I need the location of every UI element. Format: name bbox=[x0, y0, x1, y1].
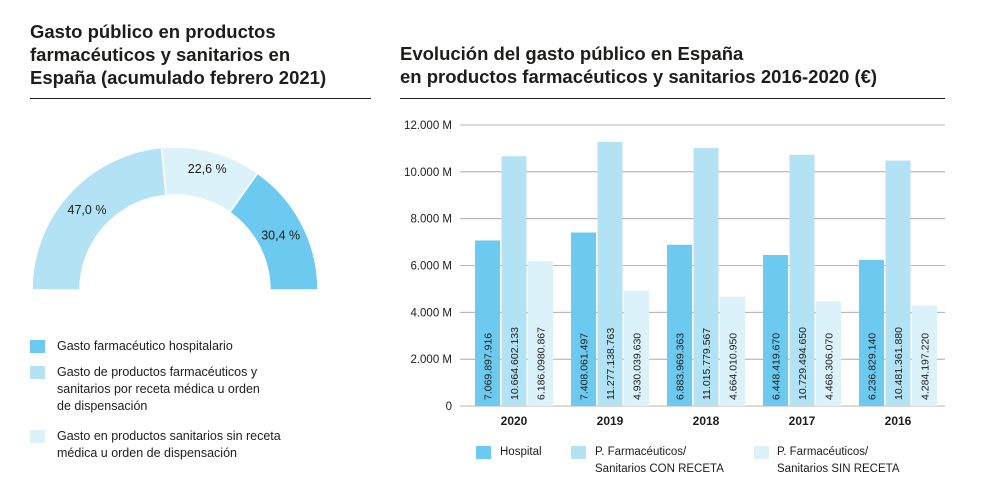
bar-value-label: 10.729.494.650 bbox=[797, 327, 809, 400]
bar bbox=[501, 156, 527, 406]
bar-value-label: 6.186.0980.867 bbox=[536, 327, 548, 400]
legend-label: P. Farmacéuticos/Sanitarios SIN RECETA bbox=[777, 444, 900, 478]
bar-value-label: 6.236.829.140 bbox=[867, 333, 879, 400]
bar-value-label: 4.930.039.630 bbox=[632, 333, 644, 400]
legend-label-line: P. Farmacéuticos/ bbox=[777, 446, 869, 458]
bar bbox=[912, 305, 937, 406]
legend-swatch bbox=[30, 430, 45, 443]
bar-value-label: 11.015.779.567 bbox=[701, 328, 713, 400]
legend-label-line: P. Farmacéuticos/ bbox=[595, 446, 687, 458]
bar-value-label: 6.448.419.670 bbox=[771, 333, 783, 400]
donut-title-line: España (acumulado febrero 2021) bbox=[30, 67, 327, 88]
legend-swatch bbox=[476, 446, 491, 459]
y-tick-label: 4.000 M bbox=[410, 307, 452, 319]
bar-title-line: en productos farmacéuticos y sanitarios … bbox=[400, 66, 878, 87]
donut-title-line: farmacéuticos y sanitarios en bbox=[30, 44, 291, 65]
donut-slice bbox=[228, 172, 319, 291]
legend-swatch bbox=[30, 366, 45, 379]
y-tick-label: 6.000 M bbox=[410, 261, 452, 273]
donut-slice-label: 22,6 % bbox=[188, 162, 227, 176]
bar-value-label: 6.883.969.363 bbox=[675, 333, 687, 400]
bar-value-label: 11.277.138.763 bbox=[605, 328, 617, 400]
bar-value-label: 4.468.306.070 bbox=[824, 333, 836, 400]
bar-value-label: 10.481.361.880 bbox=[893, 327, 905, 400]
bar-chart-title: Evolución del gasto público en España en… bbox=[400, 42, 960, 88]
bar-title-line: Evolución del gasto público en España bbox=[400, 43, 744, 64]
bar bbox=[763, 254, 788, 406]
y-tick-label: 2.000 M bbox=[410, 354, 452, 366]
right-title-divider bbox=[400, 98, 945, 99]
bar bbox=[789, 154, 815, 406]
bar bbox=[624, 290, 649, 406]
x-category-label: 2018 bbox=[693, 414, 720, 428]
bar bbox=[571, 232, 596, 406]
y-tick-label: 10.000 M bbox=[404, 167, 452, 179]
x-category-label: 2016 bbox=[885, 414, 912, 428]
legend-label: P. Farmacéuticos/Sanitarios CON RECETA bbox=[595, 444, 724, 478]
legend-label-line: Gasto en productos sanitarios sin receta bbox=[57, 429, 281, 443]
donut-slice-label: 47,0 % bbox=[68, 203, 107, 217]
left-title-divider bbox=[30, 98, 371, 99]
bar-value-label: 4.664.010.950 bbox=[728, 333, 740, 400]
legend-label-line: Gasto de productos farmacéuticos y bbox=[57, 365, 258, 379]
bar-value-label: 4.284.197.220 bbox=[920, 333, 932, 400]
y-tick-label: 0 bbox=[446, 401, 452, 413]
bar bbox=[597, 141, 623, 406]
x-category-label: 2020 bbox=[501, 414, 528, 428]
bar bbox=[475, 240, 500, 406]
donut-chart: 47,0 % 22,6 % 30,4 % bbox=[31, 146, 319, 291]
y-tick-label: 8.000 M bbox=[410, 214, 452, 226]
bar bbox=[816, 301, 841, 406]
bar bbox=[720, 296, 745, 406]
bar bbox=[859, 259, 884, 406]
bar bbox=[528, 261, 553, 406]
bar-value-label: 7.408.061.497 bbox=[579, 333, 591, 400]
legend-swatch bbox=[30, 340, 45, 353]
legend-label: Gasto de productos farmacéuticos y sanita… bbox=[57, 364, 357, 415]
y-tick-label: 12.000 M bbox=[404, 120, 452, 132]
legend-label-line: Gasto farmacéutico hospitalario bbox=[57, 339, 233, 353]
legend-label-line: Hospital bbox=[500, 446, 542, 458]
x-category-label: 2017 bbox=[789, 414, 816, 428]
legend-label-line: médica u orden de dispensación bbox=[57, 446, 237, 460]
legend-swatch bbox=[571, 446, 586, 459]
donut-title-line: Gasto público en productos bbox=[30, 21, 276, 42]
legend-label-line: sanitarios por receta médica u orden bbox=[57, 382, 260, 396]
legend-label: Gasto farmacéutico hospitalario bbox=[57, 338, 357, 355]
legend-swatch bbox=[754, 446, 769, 459]
donut-slice-label: 30,4 % bbox=[261, 228, 300, 242]
bar-value-label: 7.069.897.916 bbox=[483, 333, 495, 400]
legend-label-line: de dispensación bbox=[57, 399, 148, 413]
legend-label: Gasto en productos sanitarios sin receta… bbox=[57, 428, 357, 462]
bar bbox=[885, 160, 911, 406]
bar bbox=[667, 244, 692, 406]
legend-label-line: Sanitarios SIN RECETA bbox=[777, 463, 900, 475]
donut-chart-title: Gasto público en productos farmacéuticos… bbox=[30, 20, 370, 89]
legend-label-line: Sanitarios CON RECETA bbox=[595, 463, 724, 475]
x-category-label: 2019 bbox=[597, 414, 624, 428]
bar bbox=[693, 148, 719, 406]
bar-value-label: 10.664.602.133 bbox=[509, 327, 521, 400]
legend-label: Hospital bbox=[500, 444, 542, 461]
